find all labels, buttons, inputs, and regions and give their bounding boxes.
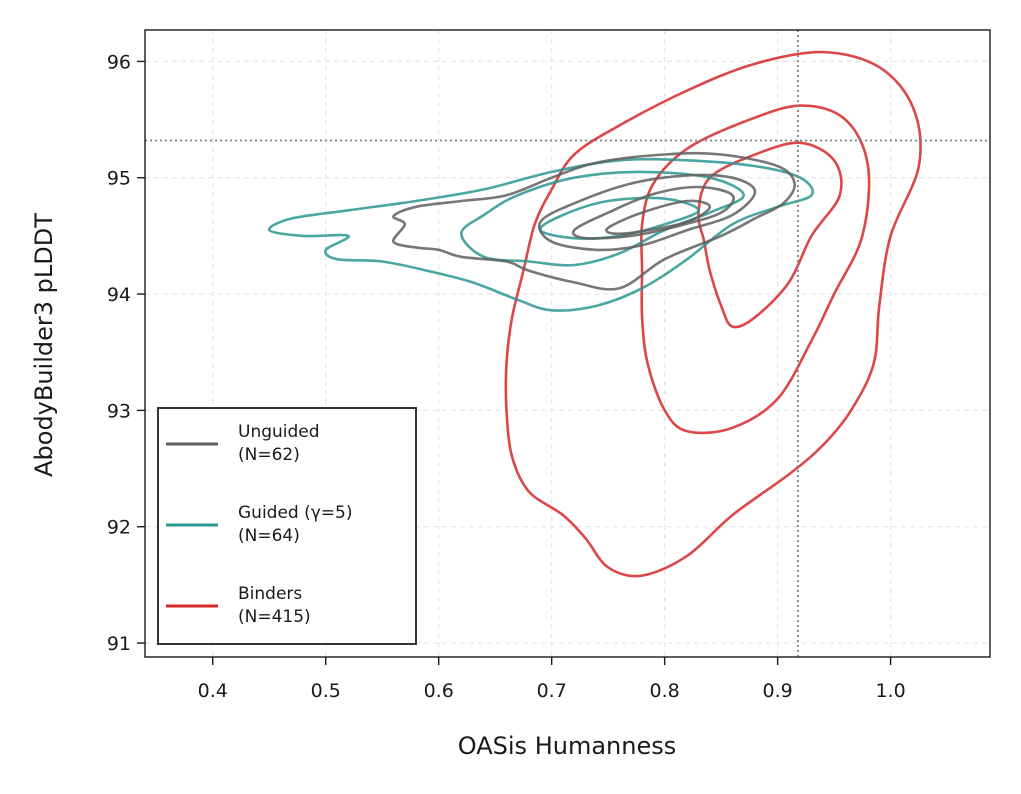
legend-label: Binders	[238, 584, 302, 604]
y-tick-label: 92	[107, 517, 131, 539]
x-tick-label: 0.4	[198, 680, 228, 702]
legend-count: (N=64)	[238, 526, 300, 546]
series-2	[504, 50, 922, 578]
y-tick-label: 96	[107, 51, 131, 73]
x-tick-label: 0.9	[763, 680, 793, 702]
x-tick-label: 0.5	[311, 680, 341, 702]
contour-line	[605, 199, 712, 236]
y-tick-label: 91	[107, 633, 131, 655]
y-axis-label: AbodyBuilder3 pLDDT	[30, 213, 58, 477]
contour-line	[697, 141, 843, 329]
legend: Unguided (N=62) Guided (γ=5) (N=64) Binders (…	[157, 407, 417, 645]
contour-line	[639, 104, 871, 435]
legend-entry-2: Binders (N=415)	[166, 584, 311, 627]
y-axis: 91 92 93 94 95 96	[107, 51, 145, 655]
contour-line	[571, 185, 735, 240]
contour-line	[267, 157, 814, 312]
legend-count: (N=415)	[238, 607, 311, 627]
series-0	[392, 151, 796, 291]
reference-lines	[145, 30, 990, 657]
x-tick-label: 0.8	[650, 680, 680, 702]
y-tick-label: 94	[107, 284, 131, 306]
legend-label: Guided (γ=5)	[238, 503, 353, 523]
contour-line	[537, 173, 757, 252]
x-tick-label: 0.7	[537, 680, 567, 702]
x-axis: 0.4 0.5 0.6 0.7 0.8 0.9 1.0	[198, 657, 906, 702]
legend-entry-1: Guided (γ=5) (N=64)	[166, 503, 353, 546]
contour-line	[392, 151, 796, 291]
legend-entry-0: Unguided (N=62)	[166, 422, 320, 465]
plot-frame	[144, 29, 991, 658]
x-tick-label: 0.6	[424, 680, 454, 702]
x-tick-label: 1.0	[875, 680, 905, 702]
y-tick-label: 93	[107, 400, 131, 422]
contour-layer	[267, 50, 922, 578]
contour-line	[460, 170, 745, 267]
x-axis-label: OASis Humanness	[458, 732, 676, 760]
legend-label: Unguided	[238, 422, 320, 442]
y-tick-label: 95	[107, 168, 131, 190]
contour-line	[504, 50, 922, 578]
legend-count: (N=62)	[238, 445, 300, 465]
